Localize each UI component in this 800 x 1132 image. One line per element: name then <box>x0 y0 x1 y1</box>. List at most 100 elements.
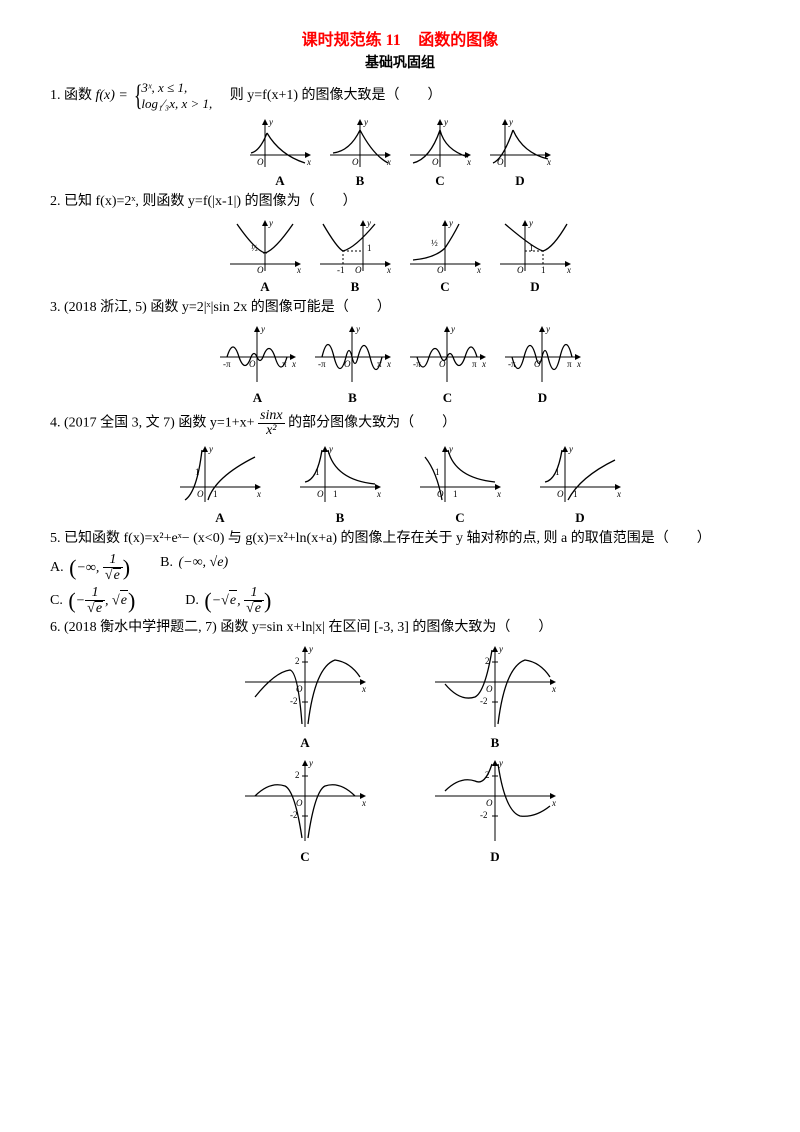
p5-opt-d: D. (−√e, 1√e) <box>185 586 271 617</box>
p4-frac-n: sinx <box>258 409 285 424</box>
svg-text:x: x <box>566 265 571 275</box>
svg-text:1: 1 <box>541 265 546 275</box>
svg-text:O: O <box>557 489 564 499</box>
svg-text:x: x <box>306 157 311 167</box>
p4-fig-c: x y O 1 1 C <box>415 442 505 527</box>
svg-text:-π: -π <box>223 359 231 369</box>
p6-fig-d: x y O 2 -2 D <box>430 756 560 866</box>
p2-fig-b: x y O -1 1 B <box>315 216 395 296</box>
p5-options-row2: C. (−1√e, √e) D. (−√e, 1√e) <box>50 586 750 617</box>
p1-fig-b: x y O B <box>325 115 395 190</box>
piecewise-line1: 3ˣ, x ≤ 1, <box>141 80 212 96</box>
svg-text:O: O <box>257 157 264 167</box>
p1-label-b: B <box>356 172 365 190</box>
svg-text:y: y <box>268 117 273 127</box>
svg-text:1: 1 <box>213 489 218 499</box>
problem-5: 5. 已知函数 f(x)=x²+eˣ− (x<0) 与 g(x)=x²+ln(x… <box>50 529 750 549</box>
svg-text:-π: -π <box>318 359 326 369</box>
p2-figures: x y O ½ A x y O -1 1 B x y O <box>50 216 750 296</box>
p5-opt-a: A. (−∞, 1√e) <box>50 553 130 584</box>
svg-text:O: O <box>437 265 444 275</box>
p2-label-d: D <box>530 278 539 296</box>
svg-text:y: y <box>355 324 360 334</box>
svg-text:y: y <box>363 117 368 127</box>
p1-label-d: D <box>515 172 524 190</box>
svg-text:½: ½ <box>431 238 438 248</box>
p6-label-c: C <box>300 848 309 866</box>
svg-text:x: x <box>376 489 381 499</box>
svg-text:x: x <box>361 798 366 808</box>
p3-label-b: B <box>348 389 357 407</box>
p3-label-c: C <box>443 389 452 407</box>
svg-text:y: y <box>308 758 313 768</box>
svg-text:-2: -2 <box>480 696 488 706</box>
p3-label-d: D <box>538 389 547 407</box>
svg-text:y: y <box>568 444 573 454</box>
svg-text:x: x <box>466 157 471 167</box>
p2-fig-c: x y O ½ C <box>405 216 485 296</box>
piecewise-line2: log₁⁄₃x, x > 1, <box>141 96 212 112</box>
svg-text:x: x <box>386 359 391 369</box>
p6-label-b: B <box>491 734 500 752</box>
svg-text:y: y <box>268 218 273 228</box>
p5-opt-b: B. (−∞, √e) <box>160 553 228 584</box>
svg-text:x: x <box>361 684 366 694</box>
svg-text:y: y <box>308 644 313 654</box>
title-prefix: 课时规范练 11 <box>302 32 401 49</box>
svg-text:y: y <box>545 324 550 334</box>
svg-text:y: y <box>366 218 371 228</box>
p3-fig-b: x y O π -π B <box>310 322 395 407</box>
problem-1: 1. 函数 f(x) = 3ˣ, x ≤ 1, log₁⁄₃x, x > 1, … <box>50 80 750 111</box>
svg-text:x: x <box>256 489 261 499</box>
p6-label-a: A <box>300 734 309 752</box>
p4-frac-d: x² <box>258 424 285 438</box>
p2-label-c: C <box>440 278 449 296</box>
svg-text:π: π <box>472 359 477 369</box>
p5-opt-c: C. (−1√e, √e) <box>50 586 135 617</box>
p2-text: 2. 已知 f(x)=2ˣ, 则函数 y=f(|x-1|) 的图像为（ ） <box>50 194 357 209</box>
svg-text:O: O <box>197 489 204 499</box>
p4-fig-a: x y O 1 1 A <box>175 442 265 527</box>
svg-text:x: x <box>616 489 621 499</box>
svg-text:O: O <box>317 489 324 499</box>
p1-intro: 1. 函数 <box>50 88 96 103</box>
p4-label-d: D <box>575 509 584 527</box>
svg-text:y: y <box>448 218 453 228</box>
svg-text:x: x <box>296 265 301 275</box>
p3-figures: x y O π -π A x y O π -π B x y O π <box>50 322 750 407</box>
p4-frac: sinx x² <box>258 409 285 438</box>
svg-text:O: O <box>352 157 359 167</box>
svg-text:y: y <box>443 117 448 127</box>
p6-label-d: D <box>490 848 499 866</box>
svg-text:O: O <box>257 265 264 275</box>
p4-label-c: C <box>455 509 464 527</box>
p6-fig-b: x y O 2 -2 B <box>430 642 560 752</box>
p4-fig-b: x y O 1 1 B <box>295 442 385 527</box>
svg-text:y: y <box>450 324 455 334</box>
svg-text:y: y <box>260 324 265 334</box>
svg-text:y: y <box>208 444 213 454</box>
svg-text:x: x <box>496 489 501 499</box>
p5-text: 5. 已知函数 f(x)=x²+eˣ− (x<0) 与 g(x)=x²+ln(x… <box>50 531 711 546</box>
p6-figures-row2: x y O 2 -2 C x y O 2 -2 D <box>50 756 750 866</box>
svg-text:-1: -1 <box>337 265 345 275</box>
title-suffix: 函数的图像 <box>418 32 498 49</box>
svg-text:O: O <box>486 684 493 694</box>
p5-options-row1: A. (−∞, 1√e) B. (−∞, √e) <box>50 553 750 584</box>
p1-fig-a: x y O A <box>245 115 315 190</box>
svg-text:O: O <box>517 265 524 275</box>
page-title: 课时规范练 11 函数的图像 <box>50 30 750 52</box>
subtitle: 基础巩固组 <box>50 54 750 74</box>
svg-text:y: y <box>498 644 503 654</box>
svg-text:x: x <box>551 684 556 694</box>
p2-fig-a: x y O ½ A <box>225 216 305 296</box>
svg-text:-2: -2 <box>290 696 298 706</box>
svg-text:x: x <box>386 265 391 275</box>
svg-text:2: 2 <box>295 770 300 780</box>
svg-text:O: O <box>296 798 303 808</box>
p3-fig-d: x y O π -π D <box>500 322 585 407</box>
svg-text:y: y <box>508 117 513 127</box>
p1-fig-c: x y O C <box>405 115 475 190</box>
p2-label-a: A <box>260 278 269 296</box>
p4-figures: x y O 1 1 A x y O 1 1 B x y O <box>50 442 750 527</box>
